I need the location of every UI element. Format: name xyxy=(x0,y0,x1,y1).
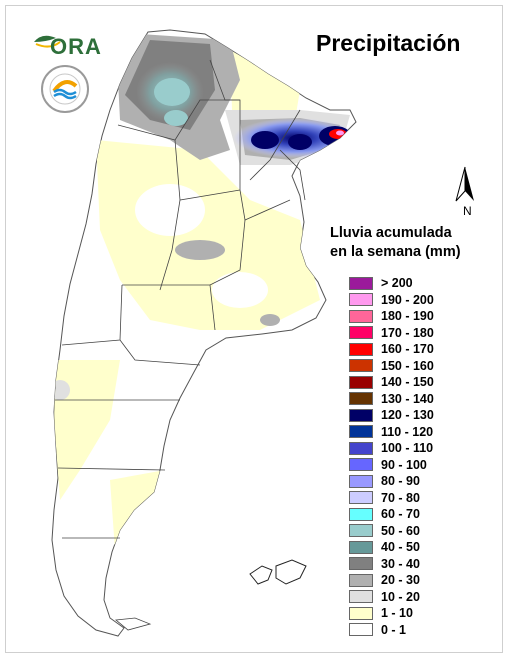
legend-label: 100 - 110 xyxy=(381,441,434,456)
legend-title-line2: en la semana (mm) xyxy=(330,244,461,260)
legend-label: 110 - 120 xyxy=(381,424,434,439)
legend-swatch xyxy=(349,590,373,604)
legend-label: 0 - 1 xyxy=(381,622,407,637)
legend-swatch xyxy=(349,540,373,554)
legend-swatch xyxy=(349,392,373,406)
legend-swatch xyxy=(349,623,373,637)
legend-swatch xyxy=(349,557,373,571)
north-label: N xyxy=(463,204,472,218)
legend-item: 150 - 160 xyxy=(349,358,434,375)
ora-logo-text: ORA xyxy=(50,34,102,59)
legend-item: 100 - 110 xyxy=(349,440,434,457)
legend-label: 150 - 160 xyxy=(381,358,434,373)
legend-item: 0 - 1 xyxy=(349,622,434,639)
legend-swatch xyxy=(349,491,373,505)
legend-label: 90 - 100 xyxy=(381,457,427,472)
legend-item: 120 - 130 xyxy=(349,407,434,424)
legend-item: 130 - 140 xyxy=(349,391,434,408)
legend-swatch xyxy=(349,309,373,323)
map-frame xyxy=(5,5,503,653)
legend-label: 1 - 10 xyxy=(381,606,413,621)
legend-label: > 200 xyxy=(381,276,413,291)
legend-label: 70 - 80 xyxy=(381,490,420,505)
legend-swatch xyxy=(349,474,373,488)
institute-seal-icon xyxy=(41,65,89,113)
legend-swatch xyxy=(349,425,373,439)
legend-label: 20 - 30 xyxy=(381,573,420,588)
legend-item: 160 - 170 xyxy=(349,341,434,358)
legend-label: 60 - 70 xyxy=(381,507,420,522)
legend-label: 160 - 170 xyxy=(381,342,434,357)
legend-item: 80 - 90 xyxy=(349,473,434,490)
legend-label: 40 - 50 xyxy=(381,540,420,555)
legend-swatch xyxy=(349,408,373,422)
legend-item: 140 - 150 xyxy=(349,374,434,391)
legend-label: 140 - 150 xyxy=(381,375,434,390)
legend-item: 30 - 40 xyxy=(349,556,434,573)
legend-swatch xyxy=(349,276,373,290)
legend-swatch xyxy=(349,458,373,472)
legend-swatch xyxy=(349,342,373,356)
legend-item: 180 - 190 xyxy=(349,308,434,325)
legend-swatch xyxy=(349,441,373,455)
legend-label: 170 - 180 xyxy=(381,325,434,340)
legend-item: 60 - 70 xyxy=(349,506,434,523)
legend-label: 190 - 200 xyxy=(381,292,434,307)
legend-swatch xyxy=(349,524,373,538)
north-arrow-icon xyxy=(455,166,474,202)
legend-label: 180 - 190 xyxy=(381,309,434,324)
legend-label: 80 - 90 xyxy=(381,474,420,489)
legend-swatch xyxy=(349,507,373,521)
legend-item: 190 - 200 xyxy=(349,292,434,309)
legend-item: 170 - 180 xyxy=(349,325,434,342)
legend-label: 120 - 130 xyxy=(381,408,434,423)
legend-item: 10 - 20 xyxy=(349,589,434,606)
legend-title: Lluvia acumulada en la semana (mm) xyxy=(330,224,461,262)
legend-label: 50 - 60 xyxy=(381,523,420,538)
legend-item: 70 - 80 xyxy=(349,490,434,507)
legend-swatch xyxy=(349,359,373,373)
legend-item: 50 - 60 xyxy=(349,523,434,540)
legend-label: 10 - 20 xyxy=(381,589,420,604)
legend-item: 20 - 30 xyxy=(349,572,434,589)
legend-swatch xyxy=(349,326,373,340)
legend-item: > 200 xyxy=(349,275,434,292)
legend-label: 30 - 40 xyxy=(381,556,420,571)
legend-swatch xyxy=(349,573,373,587)
legend: > 200 190 - 200 180 - 190 170 - 180 160 … xyxy=(349,275,434,638)
legend-item: 90 - 100 xyxy=(349,457,434,474)
legend-item: 1 - 10 xyxy=(349,605,434,622)
map-title: Precipitación xyxy=(316,30,461,56)
legend-swatch xyxy=(349,375,373,389)
legend-label: 130 - 140 xyxy=(381,391,434,406)
legend-item: 40 - 50 xyxy=(349,539,434,556)
ora-logo-icon xyxy=(34,35,61,48)
legend-title-line1: Lluvia acumulada xyxy=(330,225,452,241)
legend-swatch xyxy=(349,606,373,620)
legend-swatch xyxy=(349,293,373,307)
legend-item: 110 - 120 xyxy=(349,424,434,441)
